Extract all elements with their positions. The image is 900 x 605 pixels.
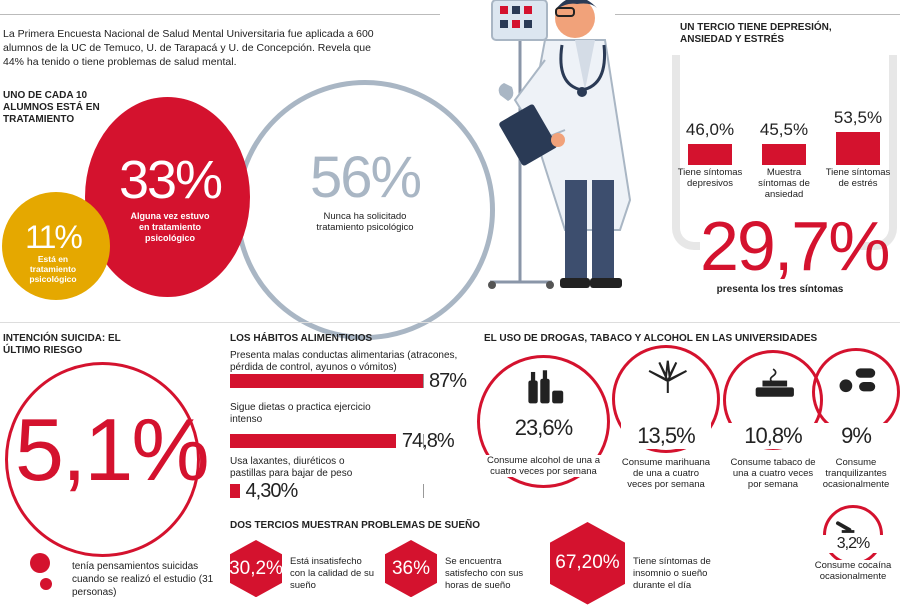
intro-text: La Primera Encuesta Nacional de Salud Me… [3,28,374,68]
drug-value: 9% [811,423,900,449]
third-bar-value: 45,5% [759,120,809,140]
treatment-red-caption: Alguna vez estuvo en tratamiento psicoló… [130,211,210,243]
drug-ring [477,355,610,488]
treatment-heading: UNO DE CADA 10 ALUMNOS ESTÁ EN TRATAMIEN… [3,90,100,125]
alcohol-bottles-icon [522,369,570,410]
third-bar [688,143,732,165]
third-bar-value: 46,0% [685,119,735,139]
food-bar [230,434,396,448]
drug-caption: Consume alcohol de una a cuatro veces po… [486,455,601,477]
treatment-gray-value: 56% [309,145,422,210]
third-bar-value: 53,5% [833,108,883,128]
third-bar-caption: Tiene síntomas de estrés [825,167,891,189]
food-bar-track [230,434,424,448]
suicide-caption: tenía pensamientos suicidas cuando se re… [72,561,214,598]
treatment-red-value: 33% [118,150,223,210]
third-bar-caption: Muestra síntomas de ansiedad [758,167,810,200]
cocaine-icon [831,515,862,543]
third-bar [762,144,806,165]
sleep-heading: DOS TERCIOS MUESTRAN PROBLEMAS DE SUEÑO [230,520,481,531]
suicide-ring [5,362,200,557]
drug-value: 23,6% [498,415,589,441]
treatment-yellow-caption: Está en tratamiento psicológico [29,254,77,284]
third-heading: UN TERCIO TIENE DEPRESIÓN, ANSIEDAD Y ES… [680,22,832,45]
suicide-dot-small [40,578,52,590]
treatment-gray-caption: Nunca ha solicitado tratamiento psicológ… [316,211,414,233]
third-bar-caption: Tiene síntomas depresivos [677,167,743,189]
drug-caption: Consume tranquilizantes ocasionalmente [816,457,896,490]
food-bar-value: 87% [429,370,467,392]
food-bar-track [230,484,424,498]
sleep-hexagon: 36% [385,540,437,598]
cigarette-ashtray-icon [751,364,799,405]
suicide-heading: INTENCIÓN SUICIDA: EL ÚLTIMO RIESGO [3,333,121,356]
food-bar-track [230,374,424,388]
sleep-caption: Tiene síntomas de insomnio o sueño duran… [633,556,711,591]
circle-gray [235,80,495,340]
drug-caption: Consume cocaína ocasionalmente [808,560,898,582]
third-total-value: 29,7% [700,207,890,285]
food-bar-value: 74,8% [401,430,455,452]
sleep-hexagon: 67,20% [550,522,625,605]
food-bar-value: 4,30% [245,480,299,502]
sleep-caption: Se encuentra satisfecho con sus horas de… [445,556,524,591]
drug-caption: Consume marihuana de una a cuatro veces … [621,457,711,490]
circle-red [85,97,250,297]
food-heading: LOS HÁBITOS ALIMENTICIOS [230,333,373,344]
sleep-hexagon: 30,2% [230,540,282,598]
drugs-heading: EL USO DE DROGAS, TABACO Y ALCOHOL EN LA… [484,333,818,344]
drug-value: 3,2% [808,535,898,553]
marijuana-leaf-icon [644,359,692,400]
drug-caption: Consume tabaco de una a cuatro veces por… [728,457,818,490]
pills-icon [834,362,882,403]
food-item-label: Sigue dietas o practica ejercicio intens… [230,402,371,425]
food-item-label: Usa laxantes, diuréticos o pastillas par… [230,456,353,479]
food-item-label: Presenta malas conductas alimentarias (a… [230,350,458,373]
treatment-yellow-value: 11% [25,219,83,255]
drug-value: 13,5% [621,423,711,449]
mid-divider [0,322,900,323]
suicide-value: 5,1% [15,400,210,499]
doctor-illustration [488,0,632,289]
sleep-caption: Está insatisfecho con la calidad de su s… [290,556,374,591]
circle-yellow [2,192,110,300]
third-total-caption: presenta los tres síntomas [716,284,844,295]
drug-value: 10,8% [728,423,818,449]
third-bar [836,132,880,165]
drug-ring [612,345,720,453]
top-rule-right [615,14,900,15]
food-bar [230,374,423,388]
suicide-dot [30,553,50,573]
top-rule [0,14,440,15]
food-bar [230,484,240,498]
